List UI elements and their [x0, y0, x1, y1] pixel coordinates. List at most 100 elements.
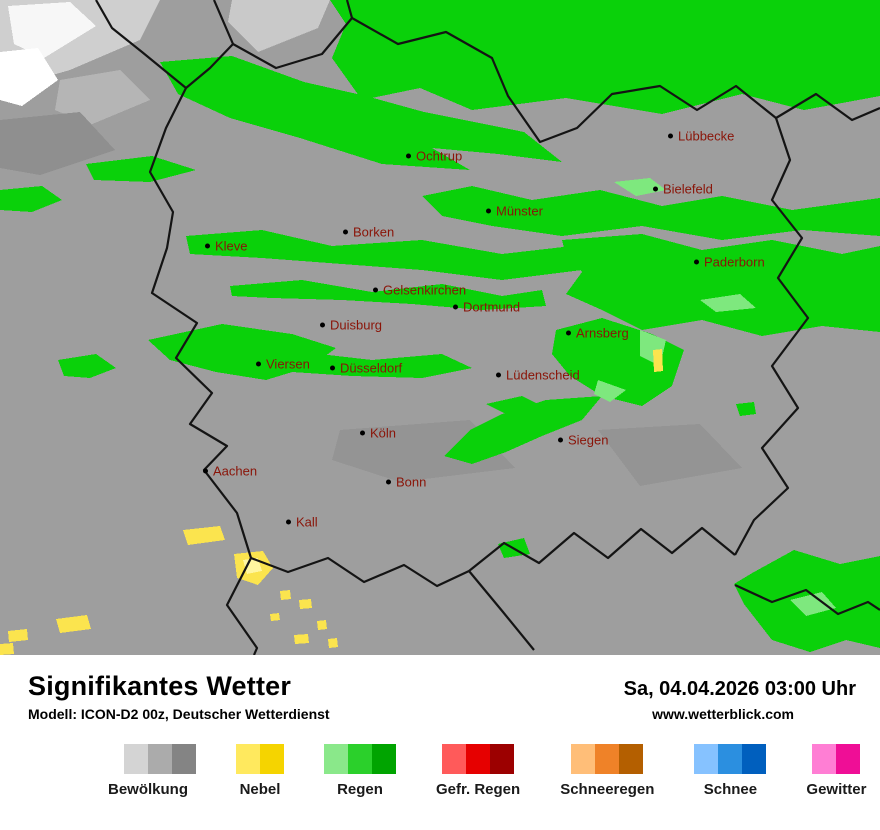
city-label: Gelsenkirchen — [383, 282, 467, 298]
rain-area — [486, 396, 542, 414]
model-info: Modell: ICON-D2 00z, Deutscher Wetterdie… — [28, 706, 330, 722]
city-marker: Kall — [286, 516, 318, 529]
city-dot-icon — [286, 519, 291, 525]
city-label: Lüdenscheid — [506, 367, 580, 383]
city-marker: Bonn — [386, 476, 426, 489]
map-footer: Signifikantes Wetter Sa, 04.04.2026 03:0… — [0, 655, 880, 830]
legend-swatches — [812, 744, 861, 774]
page-title: Signifikantes Wetter — [28, 671, 292, 701]
state-border-line — [351, 17, 880, 144]
city-label: Bonn — [396, 474, 427, 490]
legend-color-swatch — [236, 744, 260, 774]
cloud-dark-patch — [0, 112, 115, 175]
city-marker: Düsseldorf — [330, 362, 402, 375]
rain-area — [422, 186, 880, 240]
legend-color-swatch — [100, 744, 124, 774]
forecast-datetime: Sa, 04.04.2026 03:00 Uhr — [623, 678, 856, 700]
rain-light-area — [700, 294, 756, 312]
city-label: Dortmund — [463, 299, 521, 315]
rain-area — [330, 0, 880, 114]
city-marker: Aachen — [203, 465, 257, 478]
rain-area — [160, 56, 562, 170]
city-marker: Duisburg — [320, 319, 382, 332]
city-marker: Lübbecke — [668, 130, 734, 143]
legend-color-swatch — [595, 744, 620, 774]
legend-color-swatch — [348, 744, 372, 774]
legend-swatches — [100, 744, 196, 774]
city-dot-icon — [694, 259, 699, 265]
city-label: Düsseldorf — [340, 360, 403, 376]
rain-light-area — [790, 592, 836, 616]
city-label: Bielefeld — [663, 181, 713, 197]
legend-group: Gewitter — [806, 744, 866, 798]
legend-color-swatch — [742, 744, 767, 774]
city-marker: Dortmund — [453, 301, 520, 314]
city-label: Viersen — [266, 356, 310, 372]
cloud-mid-patch — [55, 70, 150, 125]
city-dot-icon — [496, 372, 501, 378]
legend-color-swatch — [490, 744, 515, 774]
legend-group: Regen — [324, 744, 396, 798]
state-border-line — [734, 584, 880, 616]
rain-light-area — [614, 178, 666, 196]
rain-area — [58, 354, 116, 378]
city-dot-icon — [320, 322, 325, 328]
city-label: Lübbecke — [678, 128, 735, 144]
legend-label: Regen — [337, 781, 383, 798]
legend-color-swatch — [124, 744, 148, 774]
legend-color-swatch — [260, 744, 284, 774]
cloud-dark-patch — [598, 424, 742, 486]
state-border-line — [232, 0, 354, 70]
city-dot-icon — [203, 468, 208, 474]
city-marker: Viersen — [256, 358, 310, 371]
footer-title-row: Signifikantes Wetter Sa, 04.04.2026 03:0… — [28, 671, 856, 702]
legend-color-swatch — [172, 744, 196, 774]
city-label: Ochtrup — [416, 148, 463, 164]
city-dot-icon — [558, 437, 563, 443]
legend-color-swatch — [466, 744, 491, 774]
city-label: Münster — [496, 203, 543, 219]
city-dot-icon — [373, 287, 378, 293]
legend-group: Bewölkung — [100, 744, 196, 798]
city-dot-icon — [330, 365, 335, 371]
legend-label: Gefr. Regen — [436, 781, 521, 798]
fog-area — [8, 629, 28, 642]
rain-area — [0, 186, 62, 212]
city-label: Siegen — [568, 432, 609, 448]
fog-area — [294, 634, 309, 644]
fog-area — [653, 349, 663, 372]
city-marker: Bielefeld — [653, 183, 713, 196]
city-label: Kleve — [215, 238, 248, 254]
city-dot-icon — [566, 330, 571, 336]
website-text: www.wetterblick.com — [652, 706, 794, 722]
rain-area — [230, 280, 546, 310]
city-dot-icon — [668, 133, 673, 139]
cloud-white-patch — [0, 48, 58, 106]
city-label: Paderborn — [704, 254, 765, 270]
city-label: Duisburg — [330, 317, 383, 333]
footer-model-row: Modell: ICON-D2 00z, Deutscher Wetterdie… — [28, 706, 856, 722]
rain-area — [234, 352, 472, 378]
map-overlay-svg — [0, 0, 880, 655]
legend-label: Schnee — [703, 781, 758, 798]
city-marker: Ochtrup — [406, 150, 462, 163]
city-label: Kall — [296, 514, 318, 530]
city-label: Aachen — [213, 463, 258, 479]
legend-swatches — [324, 744, 396, 774]
city-dot-icon — [205, 243, 210, 249]
city-dot-icon — [453, 304, 458, 310]
legend-color-swatch — [718, 744, 743, 774]
legend-color-swatch — [442, 744, 467, 774]
legend-color-swatch — [148, 744, 172, 774]
cloud-light-patch — [228, 0, 330, 52]
legend-label: Nebel — [239, 781, 281, 798]
city-dot-icon — [256, 361, 261, 367]
rain-area — [562, 234, 880, 336]
city-label: Arnsberg — [576, 325, 629, 341]
legend-color-swatch — [619, 744, 644, 774]
rain-light-area — [594, 380, 626, 402]
legend-color-swatch — [836, 744, 861, 774]
rain-area — [86, 156, 196, 182]
state-border-line — [734, 117, 810, 556]
legend-group: Schnee — [694, 744, 767, 798]
